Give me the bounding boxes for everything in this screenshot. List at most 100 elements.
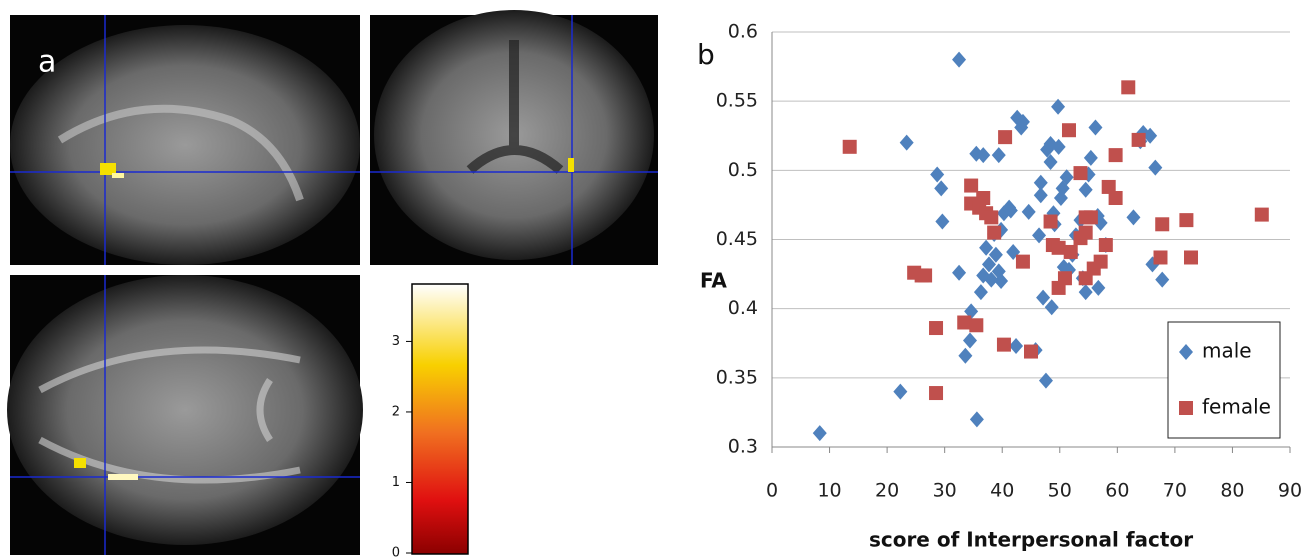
point: [994, 273, 1009, 289]
x-tick-label: 10: [817, 480, 841, 502]
point: [1051, 240, 1066, 255]
point: [1063, 244, 1078, 259]
point: [1073, 166, 1088, 181]
y-axis-title: FA: [700, 269, 727, 293]
point: [998, 130, 1013, 145]
y-tick-label: 0.3: [728, 436, 758, 458]
y-tick-label: 0.4: [728, 297, 758, 319]
point: [893, 383, 908, 400]
point: [988, 246, 1003, 263]
ventricle: [466, 40, 564, 174]
point: [1061, 123, 1076, 138]
point: [1043, 214, 1058, 229]
point: [957, 315, 972, 330]
point: [1121, 80, 1136, 95]
point: [934, 180, 949, 197]
colorbar-tick-label: 2: [392, 404, 400, 419]
y-tick-label: 0.35: [716, 366, 758, 388]
point: [952, 51, 967, 68]
panel-label: a: [38, 45, 56, 80]
point: [842, 139, 857, 154]
point: [1009, 338, 1024, 355]
point: [1032, 227, 1047, 244]
y-tick-label: 0.55: [716, 90, 758, 112]
point: [958, 347, 973, 364]
point: [929, 321, 944, 336]
x-tick-label: 80: [1220, 480, 1244, 502]
x-tick-label: 70: [1163, 480, 1187, 502]
point: [1078, 225, 1093, 240]
point: [1155, 217, 1170, 232]
point: [1153, 250, 1168, 265]
point: [1006, 243, 1021, 260]
point: [979, 239, 994, 256]
colorbar-tick-label: 1: [392, 475, 400, 490]
point: [1101, 179, 1116, 194]
x-tick-label: 50: [1048, 480, 1072, 502]
brain: [7, 275, 363, 545]
point: [929, 386, 944, 401]
x-tick-label: 0: [766, 480, 778, 502]
point: [1088, 119, 1103, 136]
point: [935, 213, 950, 230]
point: [976, 147, 991, 164]
colorbar-tick-label: 0: [392, 546, 400, 559]
point: [1036, 289, 1051, 306]
point: [1015, 113, 1030, 130]
panel-b: b FA score of Interpersonal factor 0.3 0.…: [697, 21, 1302, 552]
point: [1083, 149, 1098, 166]
point: [1098, 238, 1113, 253]
y-tick-label: 0.45: [716, 228, 758, 250]
point: [952, 264, 967, 281]
point: [969, 411, 984, 428]
point: [1108, 191, 1123, 205]
point: [984, 271, 999, 288]
point: [1038, 372, 1053, 389]
point: [1179, 213, 1194, 228]
point: [996, 337, 1011, 352]
point: [987, 225, 1002, 240]
point: [991, 147, 1006, 164]
brain: [10, 25, 360, 265]
point: [1155, 271, 1170, 288]
point: [930, 166, 945, 183]
y-tick-label: 0.5: [728, 159, 758, 181]
legend-label: male: [1202, 339, 1252, 363]
x-tick-label: 20: [875, 480, 899, 502]
point: [1021, 203, 1036, 220]
crosshairs: [10, 15, 658, 555]
point: [1051, 98, 1066, 115]
legend-marker: [1179, 401, 1193, 415]
point: [1078, 181, 1093, 198]
point: [1002, 199, 1017, 216]
point: [1057, 271, 1072, 286]
point: [918, 268, 933, 283]
point: [1091, 279, 1106, 296]
y-tick-label: 0.6: [728, 21, 758, 43]
panel-label: b: [697, 38, 715, 71]
point: [984, 210, 999, 225]
legend: [1167, 321, 1281, 439]
point: [899, 134, 914, 151]
x-tick-label: 60: [1105, 480, 1129, 502]
point: [962, 332, 977, 349]
panel-a: a: [7, 10, 658, 555]
legend-label: female: [1202, 395, 1271, 419]
point: [812, 425, 827, 442]
x-tick-label: 40: [990, 480, 1014, 502]
point: [1093, 254, 1108, 269]
point: [1148, 159, 1163, 176]
clusters: [74, 158, 574, 480]
point: [1033, 187, 1048, 204]
point: [1126, 209, 1141, 226]
x-tick-label: 90: [1278, 480, 1302, 502]
point: [1184, 250, 1199, 265]
point: [1108, 148, 1123, 163]
point: [1051, 138, 1066, 155]
point: [1044, 299, 1059, 316]
point: [1059, 169, 1074, 186]
point: [981, 256, 996, 273]
point: [973, 284, 988, 301]
point: [1143, 127, 1158, 144]
